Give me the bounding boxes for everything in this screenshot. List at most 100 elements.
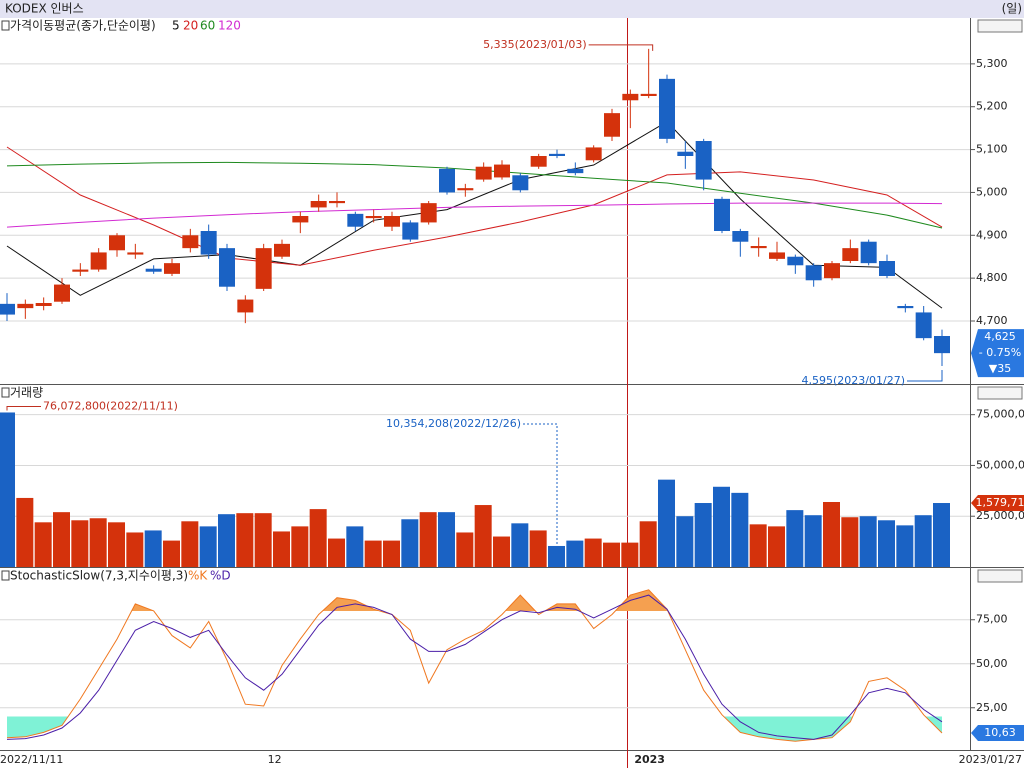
volume-bar bbox=[16, 497, 34, 567]
max-annotation: 76,072,800(2022/11/11) bbox=[43, 399, 178, 412]
panel-buttons-box[interactable] bbox=[977, 19, 1023, 33]
volume-bar bbox=[493, 536, 510, 567]
volume-bar bbox=[768, 526, 785, 567]
candle-body bbox=[182, 235, 199, 249]
volume-bar bbox=[34, 522, 52, 567]
volume-bar bbox=[878, 520, 895, 567]
annotation-leader bbox=[588, 44, 654, 51]
volume-bar bbox=[804, 515, 822, 567]
value-tag-text: 1,579,71 bbox=[976, 496, 1024, 509]
volume-bar bbox=[328, 538, 345, 567]
min-annotation: 10,354,208(2022/12/26) bbox=[386, 417, 521, 430]
candle-body bbox=[494, 164, 510, 178]
legend-title: 가격이동평균(종가,단순이평) bbox=[10, 19, 156, 33]
candle-body bbox=[0, 303, 15, 315]
candle-body bbox=[567, 168, 584, 174]
candle-body bbox=[17, 303, 34, 309]
candle-body bbox=[274, 243, 290, 257]
title-bar bbox=[0, 0, 1024, 18]
annotation-leader bbox=[6, 405, 41, 411]
volume-bar bbox=[823, 502, 840, 567]
volume-bar bbox=[603, 542, 620, 567]
candle-body bbox=[475, 166, 492, 180]
x-tick-label: 2022/11/11 bbox=[0, 753, 63, 766]
candle-body bbox=[54, 284, 70, 302]
legend-entry: 120 bbox=[218, 19, 241, 33]
panel-icon bbox=[1, 570, 10, 581]
y-tick-label: 5,100 bbox=[976, 143, 1008, 156]
candle-body bbox=[879, 261, 895, 276]
candle-body bbox=[347, 213, 364, 227]
panel-buttons-box[interactable] bbox=[977, 386, 1023, 400]
candle-body bbox=[200, 231, 217, 255]
volume-bar bbox=[419, 512, 437, 567]
candle-body bbox=[109, 235, 125, 251]
volume-bar bbox=[218, 514, 235, 567]
candle-body bbox=[164, 263, 180, 274]
y-tick-label: 4,800 bbox=[976, 271, 1008, 284]
candle-body bbox=[530, 156, 547, 167]
instrument-title: KODEX 인버스 bbox=[5, 2, 84, 16]
candle-body bbox=[934, 336, 950, 354]
volume-bar bbox=[273, 531, 290, 567]
volume-bar bbox=[914, 515, 932, 567]
y-tick-label: 25,00 bbox=[976, 701, 1008, 714]
volume-bar bbox=[713, 486, 730, 567]
y-tick-label: 4,700 bbox=[976, 314, 1008, 327]
candle-body bbox=[329, 201, 345, 204]
volume-bar bbox=[676, 516, 694, 567]
candle-body bbox=[805, 265, 822, 281]
annotation-leader bbox=[523, 423, 558, 546]
candle-body bbox=[292, 216, 309, 223]
volume-bar bbox=[933, 503, 950, 567]
volume-bar bbox=[786, 510, 804, 567]
legend-entry: 20 bbox=[183, 19, 198, 33]
volume-bar bbox=[438, 512, 455, 567]
value-tag-text: 10,63 bbox=[984, 726, 1016, 739]
candle-body bbox=[695, 141, 712, 180]
y-tick-label: 5,300 bbox=[976, 57, 1008, 70]
volume-bar bbox=[694, 503, 712, 567]
legend-entry: 5 bbox=[172, 19, 180, 33]
volume-bar bbox=[456, 532, 474, 567]
volume-bar bbox=[621, 542, 639, 567]
volume-bar bbox=[749, 524, 767, 567]
volume-bar bbox=[236, 513, 254, 567]
volume-bar bbox=[181, 521, 199, 567]
y-tick-label: 4,900 bbox=[976, 228, 1008, 241]
candle-body bbox=[35, 303, 52, 306]
legend-entry: %K bbox=[188, 569, 208, 583]
value-tag-text: ▼35 bbox=[989, 362, 1011, 375]
volume-bar bbox=[474, 505, 492, 567]
panel-buttons-box[interactable] bbox=[977, 569, 1023, 583]
legend-entry: 60 bbox=[200, 19, 215, 33]
candle-body bbox=[384, 216, 400, 227]
y-tick-label: 75,00 bbox=[976, 613, 1008, 626]
candle-body bbox=[915, 312, 932, 339]
candle-body bbox=[860, 241, 877, 264]
stochastic-line bbox=[6, 594, 943, 740]
candle-body bbox=[897, 306, 914, 309]
panel-icon bbox=[1, 387, 10, 398]
candle-body bbox=[219, 248, 235, 287]
candle-body bbox=[127, 252, 144, 255]
y-tick-label: 5,000 bbox=[976, 185, 1008, 198]
candle-body bbox=[512, 175, 529, 191]
low-annotation: 4,595(2023/01/27) bbox=[802, 374, 905, 387]
candle-body bbox=[769, 252, 785, 259]
volume-bar bbox=[71, 520, 89, 567]
annotation-leader bbox=[907, 370, 943, 382]
volume-bar bbox=[254, 513, 272, 567]
volume-bar bbox=[731, 492, 749, 567]
volume-bar bbox=[401, 519, 419, 567]
volume-bar bbox=[548, 545, 565, 567]
value-tag bbox=[971, 725, 1024, 742]
high-annotation: 5,335(2023/01/03) bbox=[483, 38, 586, 51]
volume-bar bbox=[841, 517, 859, 567]
panel-buttons[interactable] bbox=[977, 19, 1023, 583]
candle-body bbox=[237, 299, 254, 313]
candle-body bbox=[622, 93, 639, 101]
candle-body bbox=[842, 248, 859, 261]
volume-bar bbox=[291, 526, 309, 567]
